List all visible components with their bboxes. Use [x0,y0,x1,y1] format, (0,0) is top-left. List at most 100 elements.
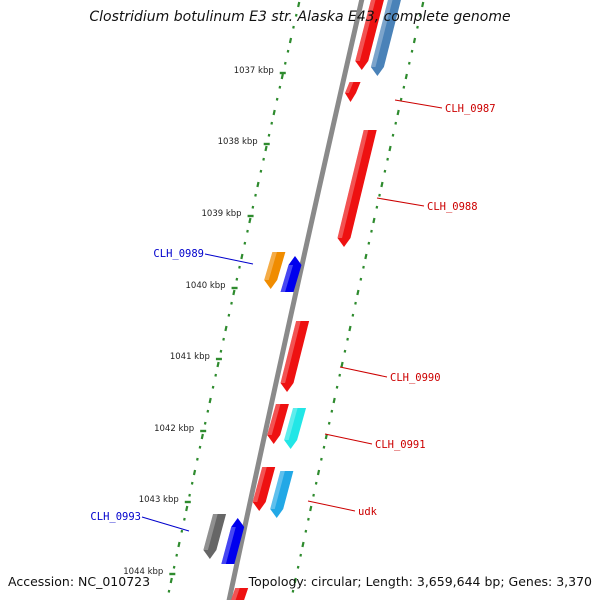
feature-highlight [355,0,376,61]
feature-arrow-cyan [284,408,307,449]
gene-label-clh-0993: CLH_0993 [90,511,190,532]
track-dot [367,241,371,245]
track-dot [259,169,263,173]
gene-label-clh-0987: CLH_0987 [394,99,496,115]
feature-body [267,404,289,444]
track-dot [402,85,406,89]
track-dot [418,13,422,17]
dotted-tracks [167,1,425,593]
track-dot [246,229,249,233]
track-dot [272,109,276,116]
track-dot [297,1,301,8]
track-dot [307,517,310,521]
accession-text: Accession: NC_010723 [8,574,151,589]
feature-body [270,471,294,518]
track-dot [175,553,179,557]
track-dot [338,373,342,377]
feature-highlight [270,471,285,509]
ruler-tick-label: 1039 kbp [202,209,242,219]
track-dot [278,85,282,89]
feature-highlight [231,588,240,600]
track-dot [222,337,225,341]
feature-arrow-orange [264,252,286,289]
gene-label-text: CLH_0987 [445,103,496,115]
track-dot [394,121,398,125]
feature-highlight [280,321,301,383]
track-dot [177,541,181,548]
feature-arrow-clh-0988 [337,130,377,247]
leader-line [394,99,443,109]
track-dot [375,205,379,209]
track-dot [296,565,300,569]
feature-highlight [203,514,218,550]
track-dot [362,265,365,269]
track-dot [238,265,241,269]
gene-labels: CLH_0987 CLH_0988 CLH_0989 CLH_0990 CLH_0991… [90,99,496,532]
track-dot [227,313,231,317]
track-dot [264,145,268,152]
gene-label-text: CLH_0990 [390,372,441,384]
track-dot [356,289,360,296]
track-dot [407,61,411,65]
track-dot [248,217,252,224]
track-dot [185,505,189,512]
gene-label-clh-0989: CLH_0989 [153,248,254,265]
track-dot [312,493,315,497]
track-dot [180,529,184,533]
feature-arrow-gray [203,514,227,559]
track-dot [208,397,212,404]
feature-arrow-udk [252,467,276,511]
gene-label-text: udk [358,506,378,518]
track-dot [224,325,228,332]
track-dot [188,493,191,497]
track-dot [219,349,223,353]
track-dot [167,589,171,593]
genome-backbone [226,0,365,600]
track-dot [416,25,419,29]
track-dot [256,181,260,188]
track-dot [399,97,403,101]
track-dot [330,409,334,413]
gene-label-clh-0990: CLH_0990 [339,366,441,384]
gene-label-text: CLH_0988 [427,201,478,213]
right-dotted-track [291,1,425,593]
track-dot [254,193,257,197]
feature-highlight [337,130,369,238]
track-dot [243,241,247,245]
feature-body [231,588,249,600]
ruler-tick-label: 1040 kbp [186,281,226,291]
feature-arrows [203,0,401,600]
track-dot [198,445,202,449]
feature-arrow-clh-0990 [280,321,310,392]
gene-label-text: CLH_0993 [90,511,141,523]
track-dot [320,457,323,461]
feature-arrow-clh-0989 [280,256,302,292]
track-dot [211,385,215,389]
track-dot [364,253,368,260]
feature-arrow-steelblue [370,0,401,76]
track-dot [386,157,389,161]
track-dot [267,133,271,137]
feature-body [264,252,286,289]
genome-summary-text: Topology: circular; Length: 3,659,644 bp… [248,574,592,589]
feature-body [280,321,310,392]
track-dot [346,337,349,341]
track-dot [380,181,384,188]
track-dot [348,325,352,332]
track-dot [196,457,199,461]
track-dot [192,469,197,476]
track-dot [172,565,176,569]
track-dot [309,505,313,512]
feature-body [355,0,384,70]
track-dot [169,577,173,584]
feature-arrow-clh-0987 [345,82,361,102]
gene-label-udk: udk [307,500,378,518]
track-dot [230,301,233,305]
ruler-tick-label: 1043 kbp [139,495,179,505]
feature-arrow-clh-0993 [221,518,245,564]
feature-body [252,467,276,511]
track-dot [183,517,186,521]
track-dot [203,421,207,425]
track-dot [335,385,339,389]
